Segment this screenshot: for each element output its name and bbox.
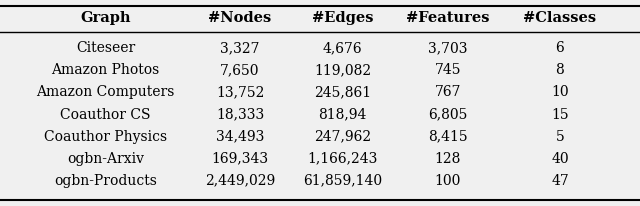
Text: 6: 6 (556, 41, 564, 55)
Text: 8,415: 8,415 (428, 130, 468, 144)
Text: ogbn-Arxiv: ogbn-Arxiv (67, 152, 144, 166)
Text: 6,805: 6,805 (428, 108, 468, 122)
Text: ogbn-Products: ogbn-Products (54, 174, 157, 188)
Text: Amazon Computers: Amazon Computers (36, 85, 175, 99)
Text: 245,861: 245,861 (314, 85, 371, 99)
Text: Amazon Photos: Amazon Photos (51, 63, 160, 77)
Text: 5: 5 (556, 130, 564, 144)
Text: 169,343: 169,343 (211, 152, 269, 166)
Text: 818,94: 818,94 (318, 108, 367, 122)
Text: 128: 128 (435, 152, 461, 166)
Text: #Edges: #Edges (312, 11, 373, 25)
Text: Coauthor CS: Coauthor CS (60, 108, 151, 122)
Text: 34,493: 34,493 (216, 130, 264, 144)
Text: Coauthor Physics: Coauthor Physics (44, 130, 167, 144)
Text: #Nodes: #Nodes (209, 11, 271, 25)
Text: #Features: #Features (406, 11, 490, 25)
Text: 119,082: 119,082 (314, 63, 371, 77)
Text: 4,676: 4,676 (323, 41, 362, 55)
Text: 2,449,029: 2,449,029 (205, 174, 275, 188)
Text: 13,752: 13,752 (216, 85, 264, 99)
Text: 3,703: 3,703 (428, 41, 468, 55)
Text: 767: 767 (435, 85, 461, 99)
Text: 10: 10 (551, 85, 569, 99)
Text: 18,333: 18,333 (216, 108, 264, 122)
Text: Citeseer: Citeseer (76, 41, 135, 55)
Text: 100: 100 (435, 174, 461, 188)
Text: 61,859,140: 61,859,140 (303, 174, 382, 188)
Text: 15: 15 (551, 108, 569, 122)
Text: #Classes: #Classes (524, 11, 596, 25)
Text: 47: 47 (551, 174, 569, 188)
Text: 7,650: 7,650 (220, 63, 260, 77)
Text: 40: 40 (551, 152, 569, 166)
Text: 745: 745 (435, 63, 461, 77)
Text: Graph: Graph (81, 11, 131, 25)
Text: 8: 8 (556, 63, 564, 77)
Text: 1,166,243: 1,166,243 (307, 152, 378, 166)
Text: 247,962: 247,962 (314, 130, 371, 144)
Text: 3,327: 3,327 (220, 41, 260, 55)
